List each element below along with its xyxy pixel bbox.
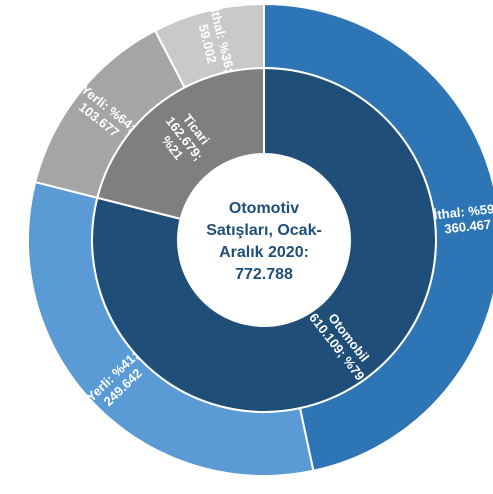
- outer-slice-ticari-ithal: [153, 2, 265, 89]
- center-title-line: Satışları, Ocak-: [206, 222, 322, 239]
- center-title-line: Otomotiv: [229, 200, 299, 217]
- center-title-line: Aralık 2020:: [219, 244, 309, 261]
- outer-slice-otomobil-yerli: [27, 180, 315, 477]
- outer-label-otomobil-ithal: İthal: %59;360.467: [433, 201, 493, 237]
- outer-label-otomobil-ithal-line: 360.467: [444, 217, 492, 237]
- center-title-line: 772.788: [235, 266, 293, 283]
- center-circle: [186, 162, 342, 318]
- outer-label-otomobil-ithal-line: İthal: %59;: [433, 201, 493, 223]
- outer-slice-otomobil-ithal: [263, 2, 493, 472]
- center-title: Otomotiv Satışları, Ocak- Aralık 2020: 772.…: [206, 200, 322, 283]
